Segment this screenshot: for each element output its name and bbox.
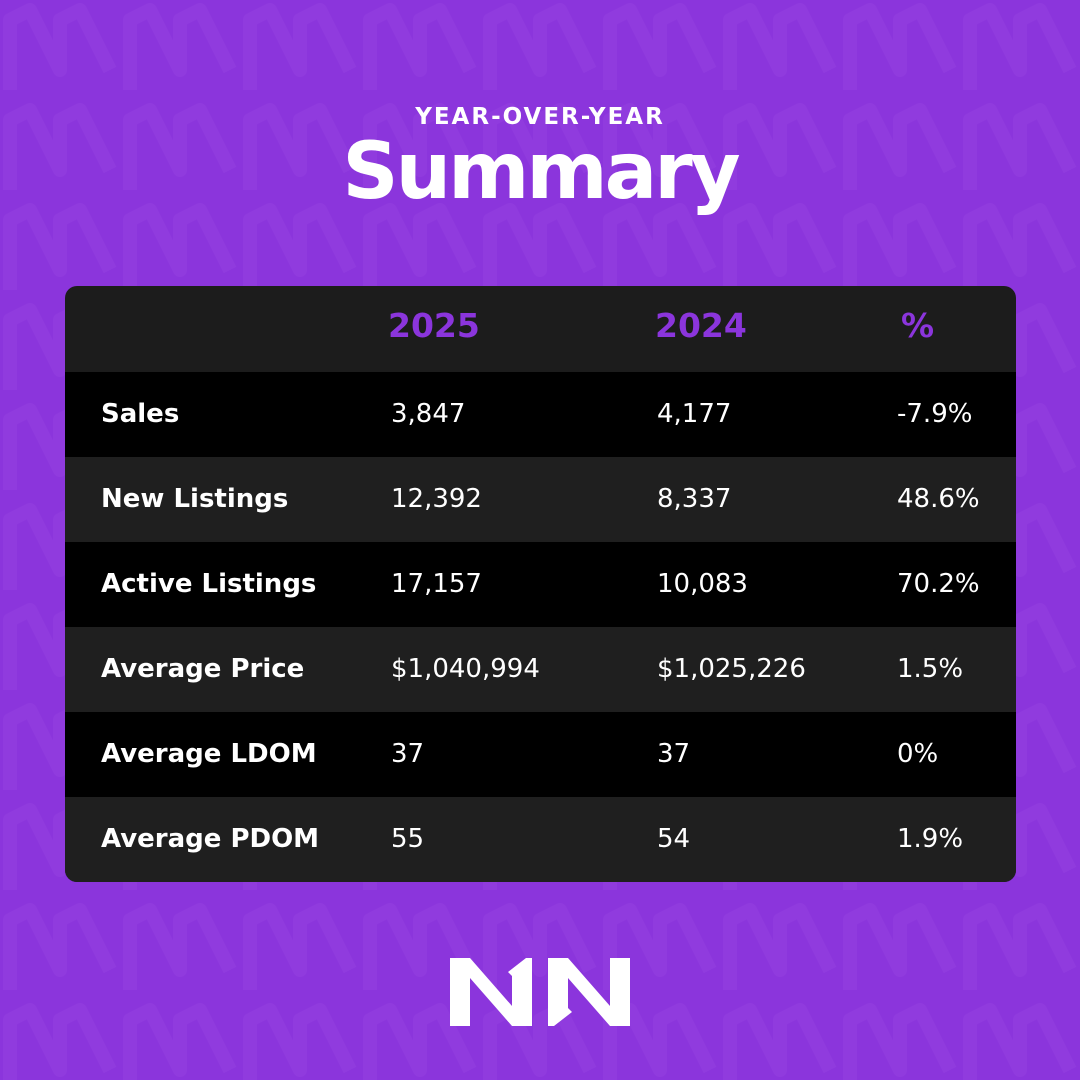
value-percent: -7.9% [897, 399, 973, 429]
column-header-2025: 2025 [388, 306, 480, 345]
header: YEAR-OVER-YEAR Summary [0, 100, 1080, 212]
column-header-percent: % [901, 306, 935, 345]
row-label: Active Listings [101, 569, 317, 599]
row-label: Average LDOM [101, 739, 317, 769]
value-percent: 48.6% [897, 484, 980, 514]
table-row-average-ldom: Average LDOM 37 37 0% [65, 712, 1016, 797]
row-label: Sales [101, 399, 180, 429]
value-2025: 3,847 [391, 399, 466, 429]
table-row-active-listings: Active Listings 17,157 10,083 70.2% [65, 542, 1016, 627]
value-2025: 37 [391, 739, 425, 769]
table-header: 2025 2024 % [65, 286, 1016, 372]
row-label: Average Price [101, 654, 305, 684]
eyebrow-text: YEAR-OVER-YEAR [415, 104, 665, 130]
page-title: Summary [342, 127, 740, 217]
table-row-sales: Sales 3,847 4,177 -7.9% [65, 372, 1016, 457]
row-label: New Listings [101, 484, 289, 514]
value-2025: 55 [391, 824, 425, 854]
value-2024: 4,177 [657, 399, 732, 429]
table-row-average-price: Average Price $1,040,994 $1,025,226 1.5% [65, 627, 1016, 712]
column-header-2024: 2024 [655, 306, 747, 345]
value-2025: $1,040,994 [391, 654, 540, 684]
summary-table: 2025 2024 % Sales 3,847 4,177 -7.9% New … [65, 286, 1016, 882]
value-2024: $1,025,226 [657, 654, 806, 684]
value-percent: 1.5% [897, 654, 964, 684]
table-row-new-listings: New Listings 12,392 8,337 48.6% [65, 457, 1016, 542]
row-label: Average PDOM [101, 824, 320, 854]
value-2024: 8,337 [657, 484, 732, 514]
value-percent: 1.9% [897, 824, 964, 854]
value-2025: 12,392 [391, 484, 482, 514]
value-2025: 17,157 [391, 569, 482, 599]
nn-logo-icon [450, 958, 630, 1026]
value-percent: 0% [897, 739, 939, 769]
table-row-average-pdom: Average PDOM 55 54 1.9% [65, 797, 1016, 882]
value-2024: 37 [657, 739, 691, 769]
value-2024: 10,083 [657, 569, 748, 599]
value-percent: 70.2% [897, 569, 980, 599]
value-2024: 54 [657, 824, 691, 854]
